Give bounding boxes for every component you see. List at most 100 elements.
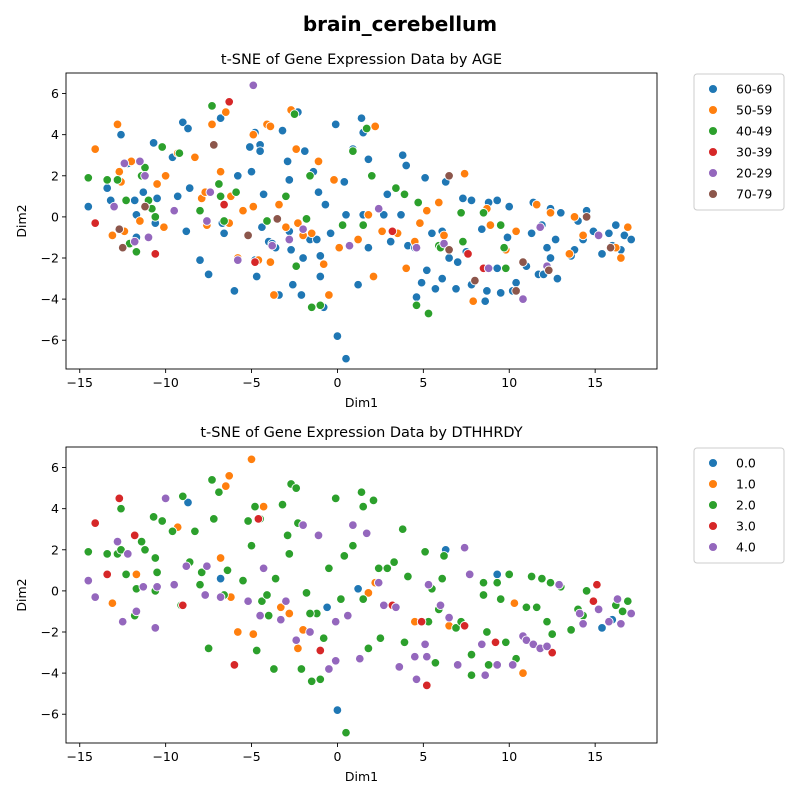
scatter-point <box>592 579 602 590</box>
scatter-point <box>262 216 272 226</box>
scatter-point <box>231 187 241 197</box>
scatter-point <box>466 195 477 206</box>
scatter-point <box>114 224 125 234</box>
scatter-point <box>202 216 212 226</box>
x-axis-label: Dim1 <box>345 769 378 784</box>
scatter-point <box>452 660 463 670</box>
scatter-point <box>289 109 300 119</box>
scatter-point <box>291 483 301 493</box>
scatter-point <box>439 230 449 241</box>
scatter-point <box>578 230 588 241</box>
scatter-point <box>195 579 205 590</box>
scatter-point <box>281 596 291 606</box>
scatter-point <box>138 582 149 592</box>
scatter-point <box>483 263 494 274</box>
scatter-point <box>339 551 350 561</box>
scatter-point <box>136 536 147 547</box>
scatter-point <box>135 156 145 167</box>
scatter-point <box>277 125 288 136</box>
scatter-point <box>200 590 210 600</box>
scatter-point <box>114 493 125 504</box>
scatter-point <box>143 232 154 243</box>
scatter-point <box>140 201 150 212</box>
scatter-point <box>344 240 355 251</box>
scatter-point <box>250 257 260 267</box>
scatter-point <box>604 616 614 627</box>
scatter-point <box>545 208 556 218</box>
scatter-point <box>399 637 410 648</box>
scatter-point <box>224 97 234 107</box>
scatter-point <box>358 594 368 604</box>
x-tick-label: −5 <box>242 749 260 764</box>
legend-label: 60-69 <box>736 82 772 97</box>
scatter-point <box>286 245 296 255</box>
scatter-point <box>411 674 422 685</box>
scatter-point <box>301 588 312 598</box>
scatter-point <box>246 540 257 551</box>
scatter-point <box>207 101 217 111</box>
scatter-point <box>617 606 628 617</box>
scatter-point <box>219 228 229 239</box>
scatter-point <box>288 279 298 290</box>
scatter-point <box>190 526 200 537</box>
scatter-point <box>313 530 324 541</box>
y-tick-label: −4 <box>41 292 59 307</box>
y-tick-label: 0 <box>51 209 59 224</box>
scatter-point <box>315 674 326 685</box>
scatter-point <box>477 224 487 234</box>
y-axis-label: Dim2 <box>14 204 29 237</box>
scatter-point <box>251 645 262 656</box>
scatter-point <box>284 175 295 185</box>
scatter-point <box>229 660 240 670</box>
scatter-point <box>83 547 94 557</box>
scatter-point <box>550 234 561 245</box>
scatter-point <box>377 226 387 237</box>
scatter-point <box>373 563 384 574</box>
y-tick-label: −6 <box>41 707 59 722</box>
scatter-point <box>203 269 214 280</box>
scatter-point <box>422 680 432 691</box>
legend-box <box>693 447 785 564</box>
y-tick-label: 6 <box>51 460 59 475</box>
scatter-point <box>411 300 422 311</box>
scatter-point <box>478 590 489 600</box>
scatter-point <box>581 586 592 596</box>
scatter-point <box>284 549 295 559</box>
scatter-point <box>83 173 94 183</box>
scatter-point <box>157 516 167 526</box>
scatter-point <box>112 175 123 185</box>
x-tick-label: 15 <box>587 749 603 764</box>
scatter-point <box>373 203 384 214</box>
scatter-point <box>518 294 528 304</box>
scatter-point <box>184 183 195 193</box>
scatter-point <box>511 226 521 237</box>
scatter-point <box>504 569 514 580</box>
scatter-point <box>415 218 425 228</box>
scatter-point <box>466 670 477 680</box>
scatter-point <box>619 230 630 241</box>
y-tick-label: 6 <box>51 86 59 101</box>
scatter-point <box>509 598 520 608</box>
legend-marker <box>708 458 718 468</box>
scatter-point <box>291 635 301 645</box>
scatter-point <box>107 230 118 241</box>
scatter-point <box>363 154 374 165</box>
scatter-point <box>466 649 477 660</box>
scatter-point <box>215 191 226 202</box>
scatter-point <box>262 590 272 600</box>
scatter-point <box>396 210 406 220</box>
scatter-point <box>305 171 315 181</box>
scatter-point <box>439 238 449 249</box>
scatter-point <box>485 220 496 230</box>
scatter-point <box>255 610 265 621</box>
y-tick-label: −4 <box>41 666 59 681</box>
scatter-point <box>233 255 243 265</box>
y-tick-label: −6 <box>41 333 59 348</box>
scatter-point <box>276 602 286 613</box>
scatter-point <box>102 569 112 580</box>
scatter-points <box>83 454 636 738</box>
scatter-point <box>470 275 480 286</box>
scatter-point <box>492 569 502 580</box>
scatter-point <box>416 277 427 288</box>
scatter-point <box>329 175 339 185</box>
